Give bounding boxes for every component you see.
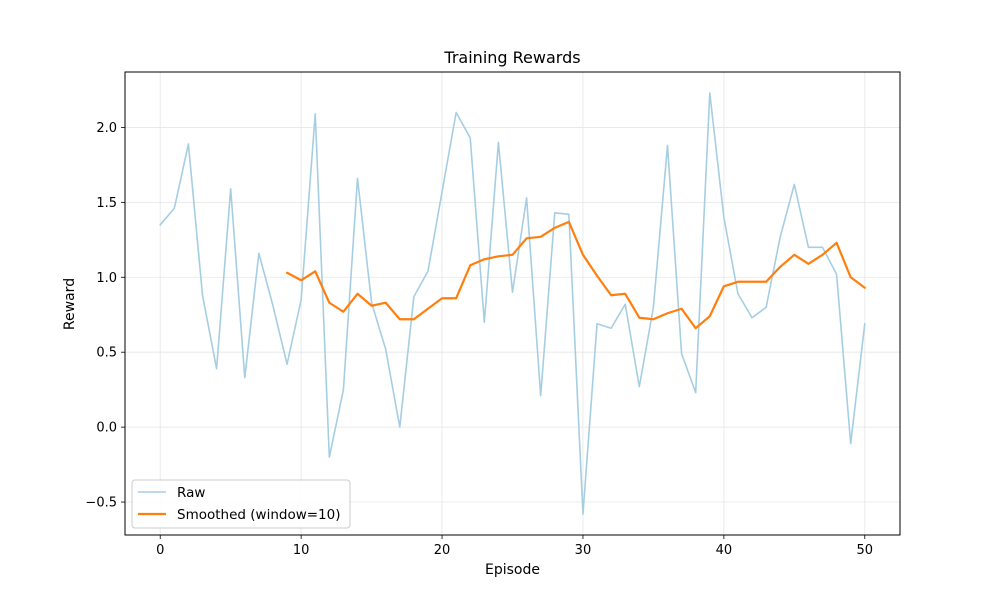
x-tick-label: 50 bbox=[856, 543, 873, 558]
x-tick-label: 0 bbox=[156, 543, 164, 558]
grid bbox=[125, 72, 900, 535]
raw-series-line bbox=[159, 92, 866, 515]
series-layer bbox=[159, 92, 866, 515]
y-axis-label: Reward bbox=[62, 278, 78, 330]
legend-label-smoothed: Smoothed (window=10) bbox=[177, 507, 341, 523]
y-tick-label: 2.0 bbox=[96, 121, 117, 136]
y-tick-label: −0.5 bbox=[85, 496, 117, 511]
plot-frame bbox=[124, 71, 901, 536]
x-axis-label: Episode bbox=[485, 562, 540, 578]
x-tick-label: 30 bbox=[575, 543, 592, 558]
y-tick-label: 1.5 bbox=[96, 196, 117, 211]
legend-label-raw: Raw bbox=[177, 485, 205, 501]
x-tick-label: 40 bbox=[716, 543, 733, 558]
x-tick-label: 20 bbox=[434, 543, 451, 558]
chart-title: Training Rewards bbox=[443, 48, 580, 67]
y-tick-label: 0.5 bbox=[96, 346, 117, 361]
x-tick-label: 10 bbox=[293, 543, 310, 558]
smoothed-series-line bbox=[285, 220, 866, 330]
y-tick-label: 1.0 bbox=[96, 271, 117, 286]
y-tick-label: 0.0 bbox=[96, 421, 117, 436]
ticks: 0 10 20 30 40 50 −0.5 0.0 0.5 1.0 1.5 2.0 bbox=[85, 121, 873, 558]
legend: Raw Smoothed (window=10) bbox=[131, 479, 351, 529]
legend-box bbox=[131, 479, 351, 529]
